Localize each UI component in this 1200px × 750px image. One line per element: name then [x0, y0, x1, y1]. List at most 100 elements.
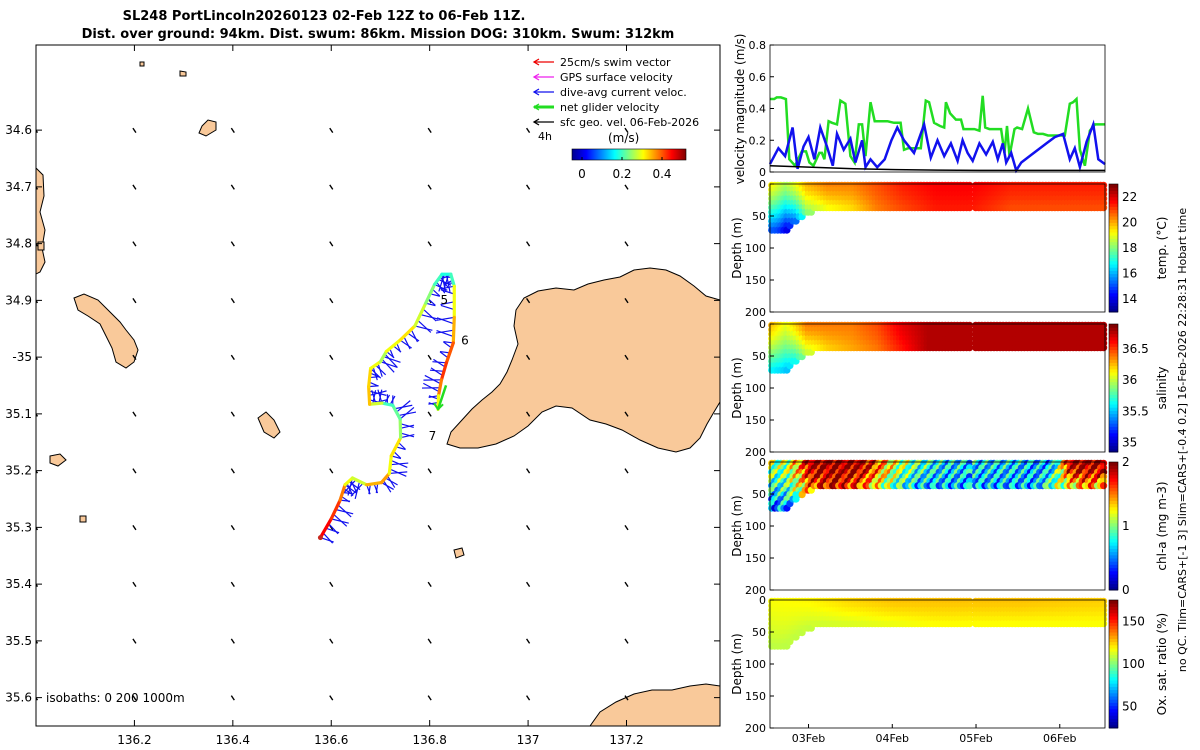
current-vector: [400, 424, 415, 429]
track-segment: [367, 366, 373, 389]
geo-velocity-arrow: [329, 638, 334, 644]
map-y-tick-label: 35.1: [5, 407, 32, 421]
section-sample: [966, 620, 974, 628]
legend-label: dive-avg current veloc.: [560, 86, 687, 99]
colorbar-step: [1109, 340, 1118, 344]
geo-velocity-arrow: [624, 468, 629, 474]
current-vector: [391, 455, 402, 460]
colorbar-step: [1109, 193, 1118, 198]
colorbar-step: [1109, 429, 1118, 434]
current-vector: [386, 475, 396, 488]
geo-velocity-arrow: [329, 297, 334, 304]
current-vector: [410, 329, 419, 343]
current-vector: [350, 482, 364, 497]
current-vector: [432, 361, 447, 364]
legend-swatch-head: [532, 58, 540, 66]
current-vector: [389, 468, 407, 477]
current-vector: [328, 523, 339, 535]
colorbar-step: [1109, 497, 1118, 501]
track-start-marker: [317, 535, 323, 541]
colorbar-step: [1109, 705, 1118, 710]
depth-tick-label: 50: [752, 488, 766, 501]
colorbar-step: [1109, 548, 1118, 553]
colorbar-step: [1109, 651, 1118, 655]
colorbar-step: [1109, 468, 1118, 473]
day-label: 6: [461, 334, 469, 348]
section-profiles: [768, 321, 1108, 374]
colorbar-step: [1109, 359, 1118, 363]
geo-velocity-arrow: [427, 184, 432, 190]
current-vector: [423, 382, 440, 393]
map-y-tick-label: 34.7: [5, 180, 32, 194]
geo-velocity-arrow: [624, 241, 629, 247]
current-vector: [429, 369, 444, 372]
map-land: [36, 61, 720, 726]
colorbar-step: [1109, 490, 1118, 495]
geo-velocity-arrow: [132, 581, 137, 588]
track-map: 136.2 136.4 136.6 136.8 137 137.2 34.634.734.…: [5, 44, 721, 747]
colorbar-step: [1109, 267, 1118, 271]
velocity-y-ticks: 0 0.2 0.4 0.6 0.8: [749, 39, 774, 179]
net-velocity-arrowhead: [433, 402, 444, 411]
depth-tick-label: 150: [745, 552, 766, 565]
legend-label: 25cm/s swim vector: [560, 56, 671, 69]
current-vector: [399, 406, 415, 420]
current-vector: [436, 330, 454, 338]
salinity-section: 0 50 100 150 200 Depth (m) 35 35.5 36 36.5 salinit…: [730, 318, 1169, 459]
depth-tick-label: 100: [745, 658, 766, 671]
geo-velocity-arrow: [36, 299, 39, 304]
depth-tick-label: 150: [745, 690, 766, 703]
colorbar-step: [1109, 574, 1118, 578]
colorbar-step: [1109, 439, 1118, 443]
current-vector: [395, 446, 406, 451]
track-segment: [369, 360, 383, 371]
geo-velocity-arrow: [132, 638, 137, 644]
colorbar-step: [1109, 203, 1118, 207]
time-tick-label: 05Feb: [959, 732, 992, 745]
colorbar-step: [1109, 436, 1118, 440]
geo-velocity-arrow: [526, 184, 531, 190]
current-vector: [425, 302, 436, 307]
colorbar-step: [1109, 680, 1118, 684]
geo-velocity-arrow: [526, 695, 531, 701]
colorbar-step: [1109, 394, 1118, 399]
geo-velocity-arrow: [132, 524, 137, 531]
geo-velocity-arrow: [624, 524, 629, 531]
colorbar-tick-label: 36: [1122, 373, 1137, 387]
colorbar-step: [1109, 296, 1118, 300]
current-vector: [382, 479, 392, 493]
colorbar-frame: [1108, 323, 1119, 453]
island-b: [257, 411, 281, 439]
geo-velocity-arrow: [624, 638, 629, 644]
isobath-legend: isobaths: 0 200 1000m: [46, 691, 185, 705]
velocity-y-tick-label: 0: [759, 166, 766, 179]
western-island: [73, 293, 139, 369]
colorbar-step: [1109, 232, 1118, 236]
colorbar-step: [1109, 397, 1118, 402]
colorbar-step: [1109, 465, 1118, 469]
velocity-y-label: velocity magnitude (m/s): [733, 34, 747, 185]
current-vector: [335, 508, 354, 515]
section-colorbar: 0 1 2 chl-a (mg m-3): [1108, 455, 1169, 597]
geo-velocity-arrow: [230, 468, 235, 474]
map-y-tick-label: -35: [12, 350, 32, 364]
track-segment: [384, 338, 402, 354]
colorbar-step: [1109, 699, 1118, 703]
geo-velocity-arrow: [36, 356, 39, 361]
colorbar-step: [1109, 500, 1118, 505]
geo-velocity-arrow: [36, 583, 39, 588]
surface-geostrophic-arrows: [36, 127, 629, 701]
track-segment: [338, 483, 347, 502]
colorbar-step: [1109, 381, 1118, 386]
colorbar-step: [1109, 538, 1118, 543]
geo-velocity-arrow: [427, 411, 432, 417]
colorbar-step: [1109, 407, 1118, 411]
track-segment: [318, 517, 333, 540]
track-segment: [343, 476, 355, 487]
current-vector: [390, 459, 408, 469]
geo-velocity-arrow: [36, 639, 39, 644]
current-vector: [440, 289, 455, 295]
current-vector: [337, 504, 352, 518]
geo-velocity-arrow: [132, 695, 137, 701]
